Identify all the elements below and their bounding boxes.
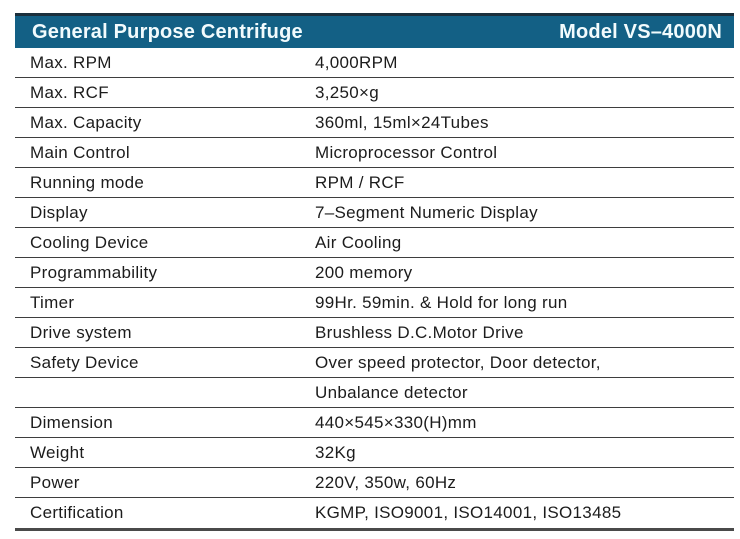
spec-value: 220V, 350w, 60Hz [315, 472, 457, 492]
spec-value: Brushless D.C.Motor Drive [315, 322, 524, 342]
spec-value: 440×545×330(H)mm [315, 412, 477, 432]
spec-label: Programmability [30, 262, 158, 282]
header-bar: General Purpose Centrifuge Model VS–4000… [15, 13, 734, 48]
spec-row: Running mode RPM / RCF [15, 168, 734, 198]
spec-value: 200 memory [315, 262, 413, 282]
spec-label: Dimension [30, 412, 114, 432]
spec-label: Certification [30, 503, 124, 522]
spec-row: Dimension 440×545×330(H)mm [15, 408, 734, 438]
spec-row: Power 220V, 350w, 60Hz [15, 468, 734, 498]
spec-label: Main Control [30, 142, 130, 162]
spec-sheet-inner: General Purpose Centrifuge Model VS–4000… [15, 13, 734, 531]
spec-value: 32Kg [315, 442, 356, 462]
spec-row: Certification KGMP, ISO9001, ISO14001, I… [15, 498, 734, 528]
spec-value: Over speed protector, Door detector, [315, 352, 601, 372]
spec-table: Max. RPM 4,000RPM Max. RCF 3,250×g Max. … [15, 48, 734, 531]
spec-label: Running mode [30, 172, 145, 192]
spec-value: Unbalance detector [315, 382, 468, 402]
spec-label: Max. RCF [30, 82, 109, 102]
spec-row: Weight 32Kg [15, 438, 734, 468]
spec-label: Display [30, 202, 88, 222]
spec-row: Unbalance detector [15, 378, 734, 408]
spec-row: Timer 99Hr. 59min. & Hold for long run [15, 288, 734, 318]
spec-label: Cooling Device [30, 232, 149, 252]
spec-label: Safety Device [30, 352, 139, 372]
spec-row: Main Control Microprocessor Control [15, 138, 734, 168]
model-number: Model VS–4000N [559, 20, 722, 43]
spec-label: Power [30, 472, 80, 492]
spec-row: Programmability 200 memory [15, 258, 734, 288]
spec-label: Max. Capacity [30, 112, 142, 132]
spec-value: 3,250×g [315, 82, 380, 102]
spec-label: Weight [30, 442, 85, 462]
spec-label: Drive system [30, 322, 132, 342]
spec-value: 7–Segment Numeric Display [315, 202, 538, 222]
spec-value: 360ml, 15ml×24Tubes [315, 112, 489, 132]
spec-row: Safety Device Over speed protector, Door… [15, 348, 734, 378]
spec-value: KGMP, ISO9001, ISO14001, ISO13485 [315, 503, 622, 522]
spec-row: Cooling Device Air Cooling [15, 228, 734, 258]
spec-row: Max. Capacity 360ml, 15ml×24Tubes [15, 108, 734, 138]
spec-row: Max. RCF 3,250×g [15, 78, 734, 108]
spec-value: 99Hr. 59min. & Hold for long run [315, 292, 568, 312]
product-title: General Purpose Centrifuge [32, 20, 303, 43]
spec-value: RPM / RCF [315, 172, 405, 192]
spec-value: Air Cooling [315, 232, 402, 252]
spec-row: Drive system Brushless D.C.Motor Drive [15, 318, 734, 348]
spec-label: Timer [30, 292, 75, 312]
spec-row: Display 7–Segment Numeric Display [15, 198, 734, 228]
spec-row: Max. RPM 4,000RPM [15, 48, 734, 78]
spec-value: Microprocessor Control [315, 142, 498, 162]
spec-value: 4,000RPM [315, 52, 398, 72]
spec-label: Max. RPM [30, 52, 112, 72]
